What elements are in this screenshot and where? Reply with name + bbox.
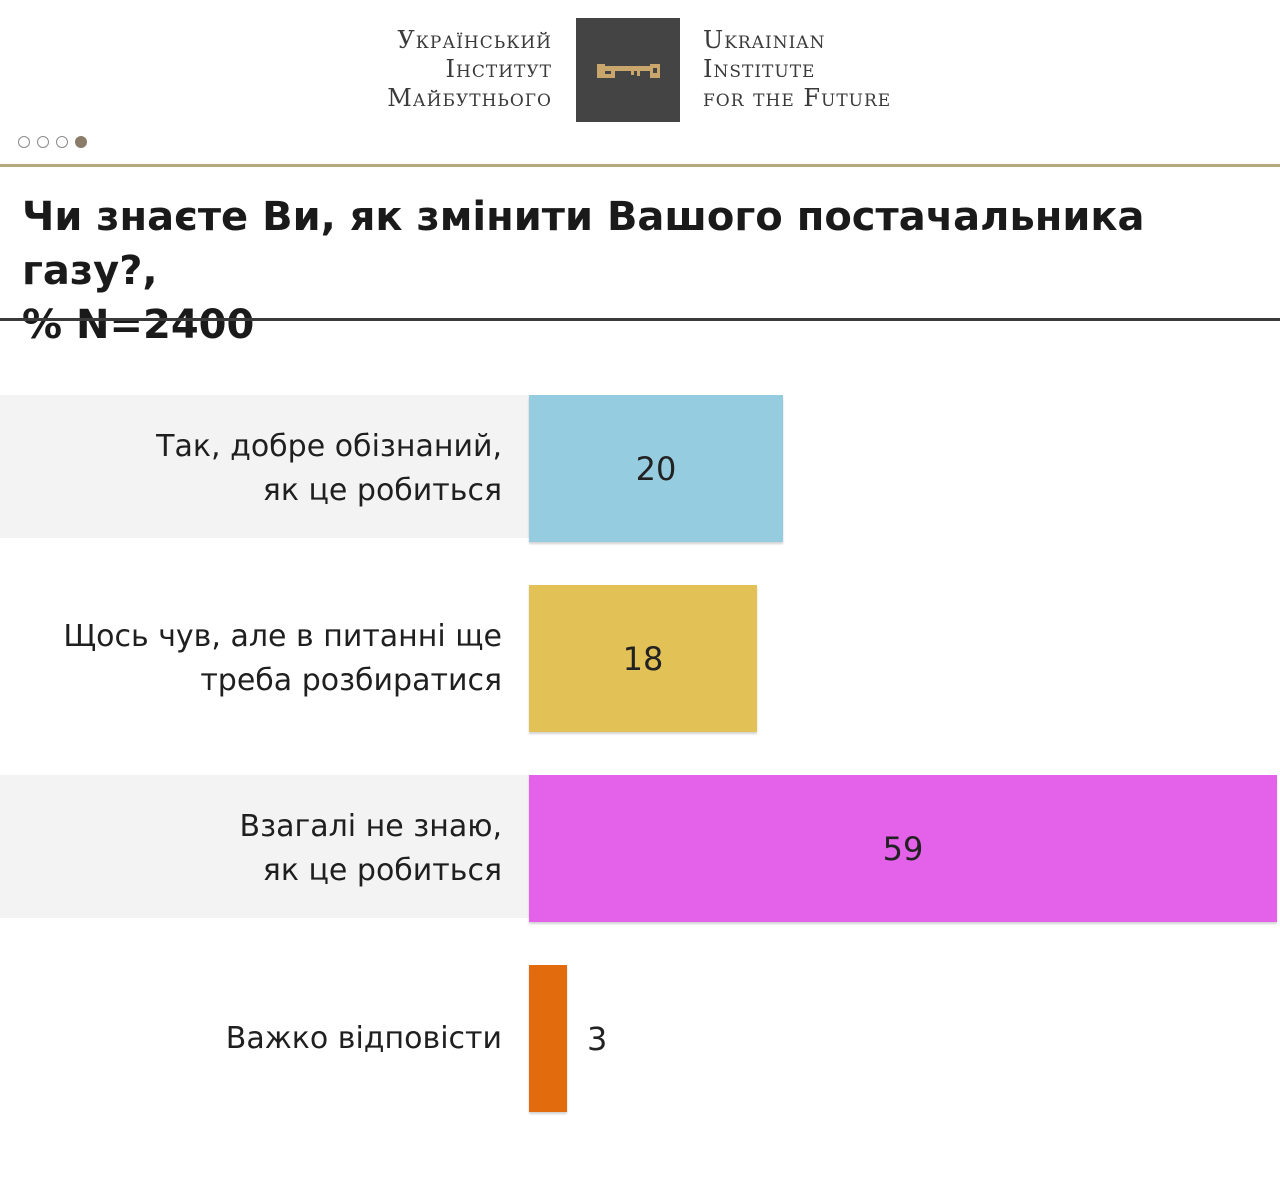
pager-dot[interactable] (18, 136, 30, 148)
chart-title: Чи знаєте Ви, як змінити Вашого постачал… (22, 194, 1145, 348)
logo-ukrainian-name: Український Інститут Майбутнього (330, 26, 552, 113)
bar (529, 775, 1277, 922)
category-label: Так, добре обізнаний, як це робиться (156, 428, 502, 508)
bar (529, 585, 757, 732)
data-label: 59 (882, 829, 924, 868)
category-label: Важко відповісти (225, 1020, 502, 1056)
category-label: Щось чув, але в питанні ще треба розбира… (63, 618, 502, 698)
logo-english-name: Ukrainian Institute for the Future (703, 26, 963, 113)
pager-dot[interactable] (56, 136, 68, 148)
bar (529, 965, 567, 1112)
logo-en-line-3: for the Future (703, 84, 892, 112)
logo-ua-line-3: Майбутнього (387, 84, 552, 112)
key-icon (597, 64, 660, 78)
pager-dot[interactable] (37, 136, 49, 148)
data-label: 18 (622, 639, 664, 678)
bar (529, 395, 783, 542)
logo-en-line-2: Institute (703, 55, 816, 83)
title-divider (0, 318, 1280, 321)
logo-en-line-1: Ukrainian (703, 26, 826, 54)
row-background (0, 395, 529, 538)
logo-ua-line-1: Український (397, 26, 552, 54)
slide-pager (18, 136, 87, 148)
logo-mark (576, 18, 680, 122)
data-label: 20 (635, 449, 677, 488)
data-label: 3 (587, 1019, 608, 1058)
row-background (0, 775, 529, 918)
category-label: Взагалі не знаю, як це робиться (239, 808, 502, 888)
header-divider (0, 164, 1280, 167)
logo-ua-line-2: Інститут (445, 55, 552, 83)
pager-dot-active[interactable] (75, 136, 87, 148)
